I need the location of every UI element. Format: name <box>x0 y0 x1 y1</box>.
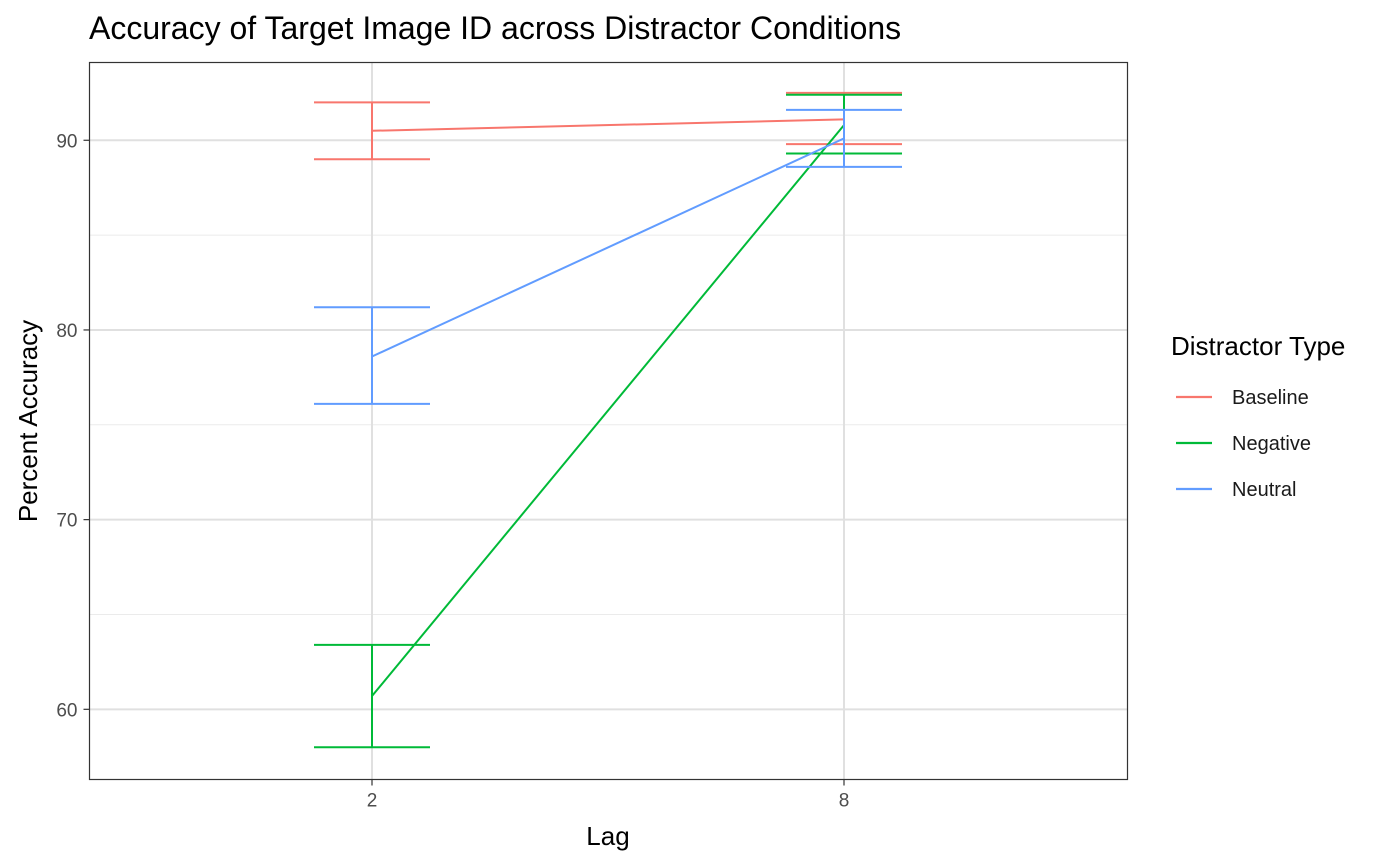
y-axis-title: Percent Accuracy <box>13 320 43 522</box>
series-negative <box>314 93 902 749</box>
legend-label: Baseline <box>1232 387 1309 409</box>
series-line-baseline <box>371 118 845 132</box>
x-tick-label: 8 <box>839 791 850 812</box>
series-baseline <box>314 91 902 161</box>
x-axis-title: Lag <box>586 821 629 851</box>
chart-title: Accuracy of Target Image ID across Distr… <box>89 10 901 46</box>
series-neutral <box>314 108 902 405</box>
legend-item-neutral: Neutral <box>1176 479 1296 501</box>
legend: Distractor Type Baseline Negative Neutral <box>1171 331 1345 501</box>
legend-item-baseline: Baseline <box>1176 387 1309 409</box>
y-tick-label: 80 <box>56 321 77 342</box>
series-line-neutral <box>371 137 845 358</box>
grid <box>89 62 1128 780</box>
x-tick-label: 2 <box>367 791 378 812</box>
y-axis: 60 70 80 90 <box>56 131 90 721</box>
y-tick-label: 90 <box>56 131 77 152</box>
legend-label: Neutral <box>1232 479 1296 501</box>
series-line-negative <box>371 124 845 697</box>
series-layer <box>314 91 902 749</box>
legend-items: Baseline Negative Neutral <box>1176 387 1311 501</box>
legend-title: Distractor Type <box>1171 331 1345 361</box>
plot-panel-border <box>88 61 1129 781</box>
legend-item-negative: Negative <box>1176 433 1311 455</box>
y-tick-label: 70 <box>56 511 77 532</box>
legend-label: Negative <box>1232 433 1311 455</box>
y-tick-label: 60 <box>56 700 77 721</box>
